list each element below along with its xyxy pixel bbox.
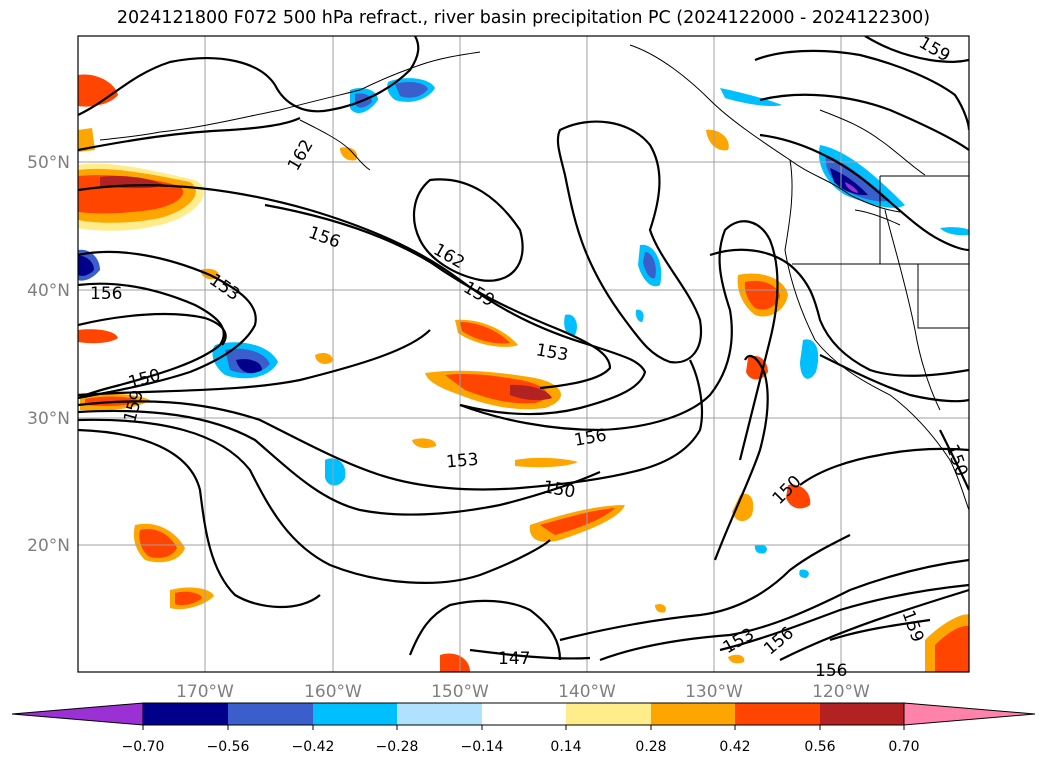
colorbar-extend-low	[11, 702, 144, 726]
colorbar-swatch	[482, 703, 566, 725]
lon-label: 160°W	[304, 682, 362, 702]
lon-label: 130°W	[685, 682, 743, 702]
lat-label: 20°N	[27, 536, 70, 556]
colorbar-tick-label: 0.42	[719, 739, 750, 755]
longitude-labels: 170°W 160°W 150°W 140°W 130°W 120°W	[176, 682, 870, 702]
map-frame	[77, 35, 970, 673]
colorbar-swatch	[566, 703, 651, 725]
colorbar-swatch	[143, 703, 228, 725]
colorbar-swatch	[735, 703, 820, 725]
lat-label: 30°N	[27, 409, 70, 429]
colorbar-tick-label: −0.56	[207, 739, 250, 755]
precip-positive-fills	[78, 74, 969, 672]
lon-label: 170°W	[176, 682, 234, 702]
latitude-labels: 50°N 40°N 30°N 20°N	[27, 153, 70, 556]
contour-label: 156	[815, 661, 847, 681]
coastlines	[99, 44, 969, 511]
contour-label: 147	[498, 649, 530, 669]
colorbar-tickmarks	[142, 725, 905, 730]
colorbar-tick-label: −0.70	[122, 739, 165, 755]
colorbar-swatch	[651, 703, 735, 725]
colorbar-extend-high	[903, 702, 1036, 726]
colorbar-tick-label: 0.28	[635, 739, 666, 755]
refractivity-contours	[78, 36, 969, 662]
lat-label: 50°N	[27, 153, 70, 173]
colorbar-tick-label: 0.70	[888, 739, 919, 755]
contour-label: 153	[445, 450, 479, 473]
colorbar-swatch	[228, 703, 313, 725]
colorbar-tick-label: −0.42	[292, 739, 335, 755]
lat-label: 40°N	[27, 281, 70, 301]
colorbar-tick-label: 0.56	[804, 739, 835, 755]
colorbar-outline	[142, 702, 905, 726]
contour-labels: 162 156 162 159 153 156 153 150 159 156 …	[90, 33, 971, 681]
map-content	[78, 36, 969, 672]
colorbar: −0.70 −0.56 −0.42 −0.28 −0.14 0.14 0.28 …	[11, 702, 1036, 755]
colorbar-tick-label: −0.14	[461, 739, 504, 755]
colorbar-swatch	[397, 703, 482, 725]
chart-title: 2024121800 F072 500 hPa refract., river …	[116, 8, 931, 28]
lon-label: 140°W	[558, 682, 616, 702]
lon-label: 120°W	[812, 682, 870, 702]
colorbar-swatch	[820, 703, 904, 725]
colorbar-tick-label: 0.14	[550, 739, 581, 755]
contour-label: 156	[90, 284, 122, 304]
colorbar-swatch	[313, 703, 397, 725]
lon-label: 150°W	[431, 682, 489, 702]
colorbar-tick-label: −0.28	[376, 739, 419, 755]
